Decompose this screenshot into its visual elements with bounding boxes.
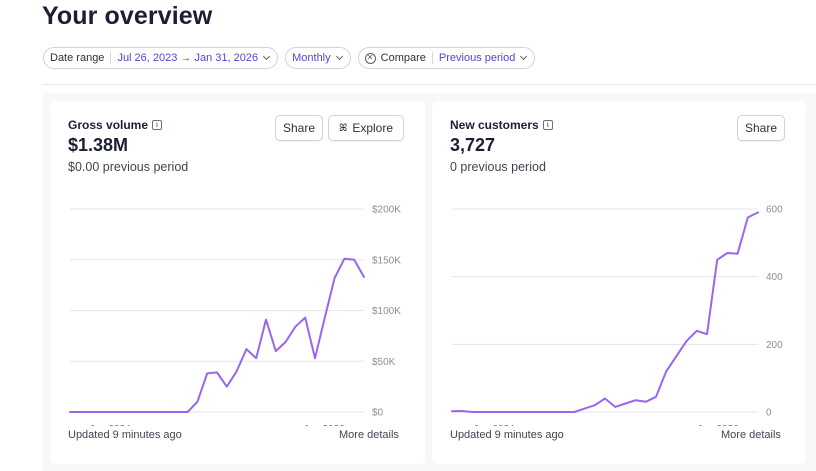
gross-volume-chart: $200K $150K $100K $50K $0 Jan 2024 Jan 2026: [69, 205, 401, 426]
y-tick-label: $50K: [372, 357, 396, 368]
card-value: $1.38M: [68, 135, 129, 155]
x-tick-label: Jan 2024: [473, 424, 515, 426]
y-tick-label: $200K: [372, 205, 401, 216]
share-button[interactable]: Share: [737, 115, 785, 141]
card-title-text: New customers: [450, 118, 539, 132]
pill-separator: [110, 52, 112, 64]
date-range-label: Date range: [50, 52, 105, 64]
y-tick-label: 400: [766, 272, 783, 283]
series-line: [451, 211, 759, 413]
filter-bar: Date range Jul 26, 2023 → Jan 31, 2026 M…: [43, 47, 536, 69]
y-tick-label: $100K: [372, 306, 401, 317]
compare-label: Compare: [380, 52, 426, 64]
previous-period-text: $0.00 previous period: [68, 160, 189, 174]
header-divider: [42, 84, 816, 85]
share-button[interactable]: Share: [275, 115, 323, 141]
compare-value: Previous period: [438, 52, 516, 64]
updated-text: Updated 9 minutes ago: [450, 429, 564, 441]
explore-button[interactable]: ꕤ Explore: [328, 115, 404, 141]
more-details-link[interactable]: More details: [721, 429, 781, 441]
chevron-down-icon: [335, 52, 343, 61]
y-tick-label: 600: [766, 205, 783, 216]
card-title: Gross volume i: [68, 118, 163, 132]
date-range-filter[interactable]: Date range Jul 26, 2023 → Jan 31, 2026: [43, 47, 279, 69]
info-icon[interactable]: i: [152, 120, 163, 130]
share-button-label: Share: [282, 121, 316, 135]
explore-button-label: Explore: [352, 121, 393, 135]
more-details-link[interactable]: More details: [339, 429, 399, 441]
x-tick-label: Jan 2024: [89, 424, 131, 426]
x-tick-label: Jan 2026: [697, 424, 739, 426]
card-title: New customers i: [450, 118, 553, 132]
interval-value: Monthly: [292, 52, 331, 64]
y-tick-label: $150K: [372, 255, 401, 266]
updated-text: Updated 9 minutes ago: [68, 429, 182, 441]
y-tick-label: 0: [766, 408, 772, 419]
close-circle-icon[interactable]: ✕: [364, 52, 376, 64]
chevron-down-icon: [263, 52, 271, 61]
pill-separator: [431, 52, 433, 64]
gross-volume-card: Gross volume i $1.38M $0.00 previous per…: [50, 101, 425, 464]
x-tick-label: Jan 2026: [303, 424, 345, 426]
compare-filter[interactable]: ✕ Compare Previous period: [357, 47, 536, 69]
series-line: [69, 257, 365, 413]
share-button-label: Share: [744, 121, 778, 135]
page-title: Your overview: [42, 2, 213, 30]
card-title-text: Gross volume: [68, 118, 149, 132]
new-customers-chart: 600 400 200 0 Jan 2024 Jan 2026: [451, 205, 783, 426]
date-range-value: Jul 26, 2023 → Jan 31, 2026: [117, 52, 259, 64]
previous-period-text: 0 previous period: [450, 160, 546, 174]
card-value: 3,727: [450, 135, 496, 155]
interval-filter[interactable]: Monthly: [285, 47, 351, 69]
explore-icon: ꕤ: [338, 122, 348, 134]
new-customers-card: New customers i 3,727 0 previous period …: [432, 101, 806, 464]
chevron-down-icon: [520, 52, 528, 61]
y-tick-label: 200: [766, 340, 783, 351]
y-tick-label: $0: [372, 408, 384, 419]
info-icon[interactable]: i: [542, 120, 553, 130]
